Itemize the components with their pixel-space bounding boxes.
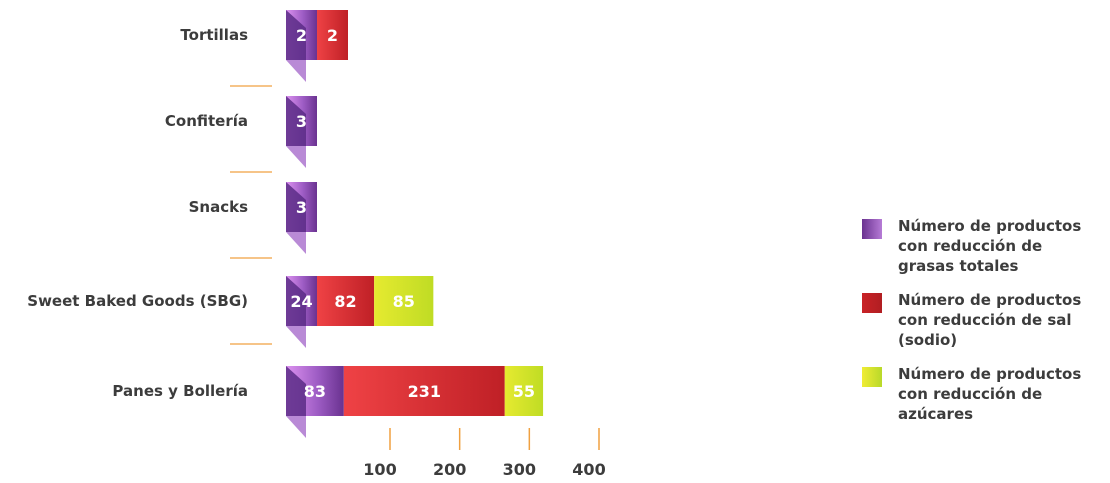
legend-item-grasas: Número de productos con reducción de gra…	[862, 216, 1102, 276]
bar-corner-confiteria	[286, 96, 306, 146]
x-tick-label-100: 100	[363, 460, 396, 479]
category-label-confiteria: Confitería	[165, 112, 248, 130]
bar-sal-tortillas	[317, 10, 348, 60]
value-label-grasas-tortillas: 2	[296, 26, 307, 45]
x-tick-label-400: 400	[572, 460, 605, 479]
legend-label-sal: Número de productos con reducción de sal…	[898, 291, 1082, 349]
legend-swatch-azucares	[862, 367, 882, 387]
category-label-panes-y-bolleria: Panes y Bollería	[112, 382, 248, 400]
category-label-sweet-baked-goods-sbg: Sweet Baked Goods (SBG)	[27, 292, 248, 310]
bar-sal-sweet-baked-goods-sbg	[317, 276, 375, 326]
legend: Número de productos con reducción de gra…	[862, 216, 1102, 438]
value-label-grasas-snacks: 3	[296, 198, 307, 217]
value-label-sal-tortillas: 2	[327, 26, 338, 45]
legend-swatch-sal	[862, 293, 882, 313]
bar-azucares-sweet-baked-goods-sbg	[374, 276, 434, 326]
legend-item-azucares: Número de productos con reducción de azú…	[862, 364, 1102, 424]
x-tick-label-200: 200	[433, 460, 466, 479]
value-label-sal-sweet-baked-goods-sbg: 82	[334, 292, 356, 311]
value-label-sal-panes-y-bolleria: 231	[408, 382, 441, 401]
value-label-grasas-panes-y-bolleria: 83	[304, 382, 326, 401]
legend-item-sal: Número de productos con reducción de sal…	[862, 290, 1102, 350]
bar-sal-panes-y-bolleria	[343, 366, 505, 416]
bar-fold-sweet-baked-goods-sbg	[286, 326, 306, 348]
bar-fold-panes-y-bolleria	[286, 416, 306, 438]
legend-swatch-grasas	[862, 219, 882, 239]
bar-fold-snacks	[286, 232, 306, 254]
x-tick-label-300: 300	[503, 460, 536, 479]
value-label-azucares-panes-y-bolleria: 55	[513, 382, 535, 401]
value-label-azucares-sweet-baked-goods-sbg: 85	[393, 292, 415, 311]
bar-corner-sweet-baked-goods-sbg	[286, 276, 306, 326]
category-label-tortillas: Tortillas	[180, 26, 248, 44]
bar-azucares-panes-y-bolleria	[504, 366, 544, 416]
bar-fold-confiteria	[286, 146, 306, 168]
bar-corner-panes-y-bolleria	[286, 366, 306, 416]
legend-label-azucares: Número de productos con reducción de azú…	[898, 365, 1082, 423]
category-label-snacks: Snacks	[189, 198, 248, 216]
value-label-grasas-confiteria: 3	[296, 112, 307, 131]
bar-fold-tortillas	[286, 60, 306, 82]
bar-corner-snacks	[286, 182, 306, 232]
legend-label-grasas: Número de productos con reducción de gra…	[898, 217, 1082, 275]
value-label-grasas-sweet-baked-goods-sbg: 24	[290, 292, 312, 311]
bar-corner-tortillas	[286, 10, 306, 60]
